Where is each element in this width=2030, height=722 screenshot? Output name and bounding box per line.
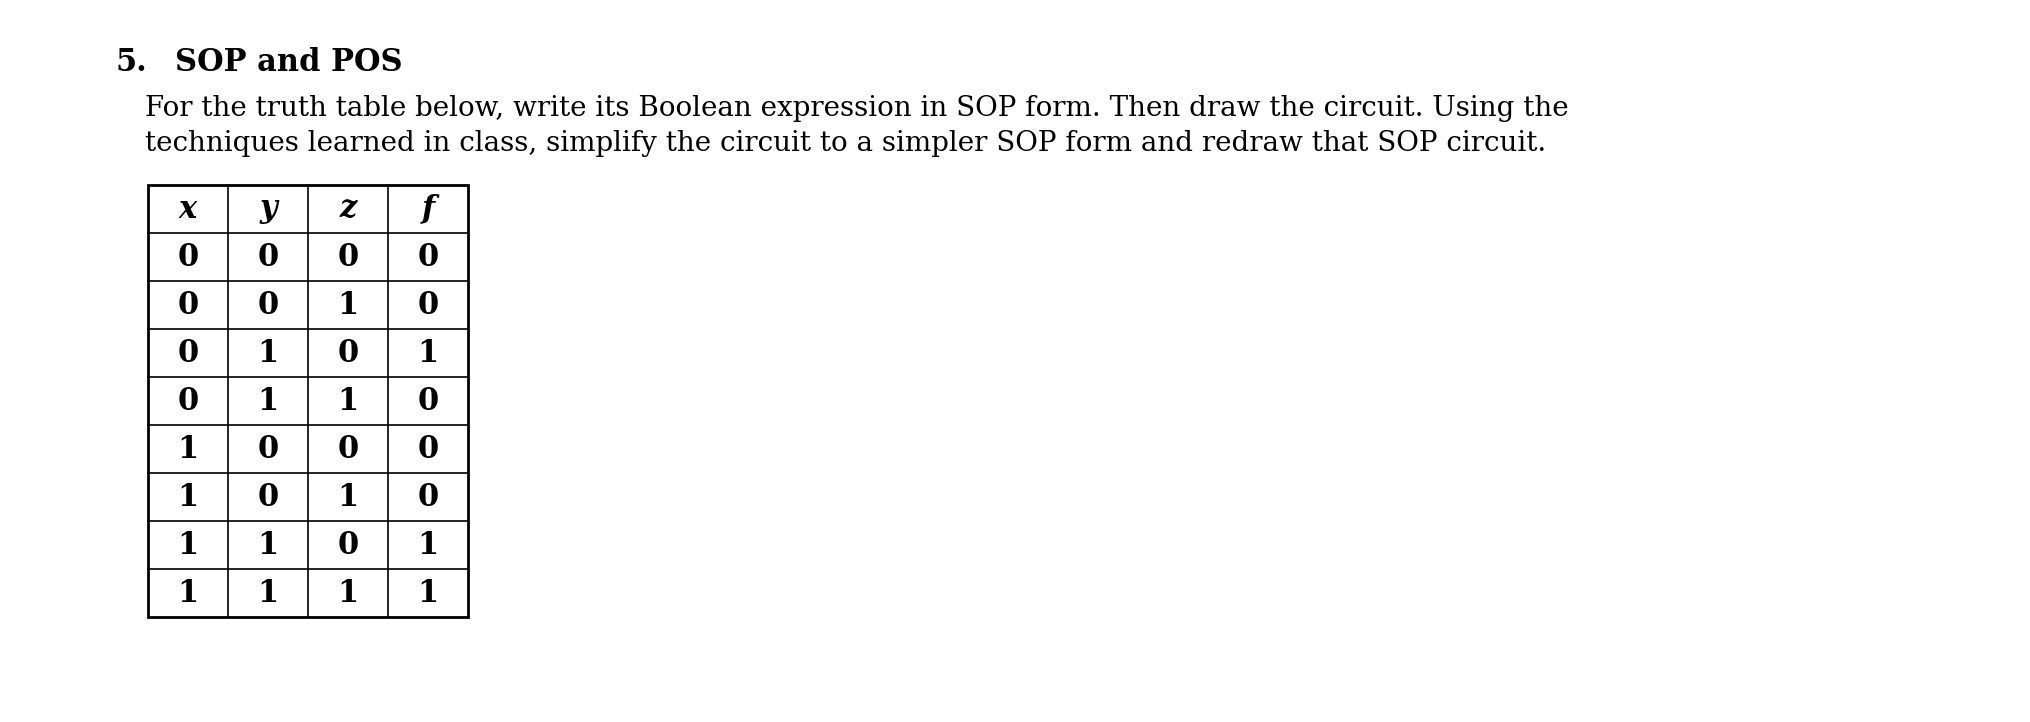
- Text: 1: 1: [337, 290, 359, 321]
- Text: 0: 0: [258, 482, 278, 513]
- Text: 5.: 5.: [116, 47, 146, 78]
- Text: 0: 0: [177, 386, 199, 417]
- Text: 1: 1: [337, 386, 359, 417]
- Text: 1: 1: [258, 386, 278, 417]
- Text: 1: 1: [258, 337, 278, 368]
- Text: 1: 1: [177, 482, 199, 513]
- Text: 1: 1: [337, 482, 359, 513]
- Text: 1: 1: [418, 337, 438, 368]
- Text: 1: 1: [177, 529, 199, 560]
- Text: 0: 0: [177, 290, 199, 321]
- Text: 0: 0: [258, 241, 278, 272]
- Text: 0: 0: [337, 529, 359, 560]
- Text: y: y: [260, 193, 276, 225]
- Text: 0: 0: [418, 386, 438, 417]
- Text: z: z: [339, 193, 357, 225]
- Text: 0: 0: [418, 241, 438, 272]
- Text: techniques learned in class, simplify the circuit to a simpler SOP form and redr: techniques learned in class, simplify th…: [144, 130, 1545, 157]
- Text: 0: 0: [258, 290, 278, 321]
- Text: 0: 0: [418, 482, 438, 513]
- Text: 0: 0: [258, 433, 278, 464]
- Text: 1: 1: [418, 529, 438, 560]
- Text: 0: 0: [177, 241, 199, 272]
- Text: 1: 1: [177, 433, 199, 464]
- Text: x: x: [179, 193, 197, 225]
- Text: 1: 1: [258, 529, 278, 560]
- Text: 0: 0: [337, 433, 359, 464]
- Text: f: f: [422, 193, 434, 225]
- Text: 0: 0: [337, 337, 359, 368]
- Text: SOP and POS: SOP and POS: [175, 47, 402, 78]
- Bar: [148, 185, 467, 617]
- Text: 0: 0: [337, 241, 359, 272]
- Text: 0: 0: [418, 290, 438, 321]
- Text: 0: 0: [418, 433, 438, 464]
- Text: 1: 1: [418, 578, 438, 609]
- Text: 1: 1: [177, 578, 199, 609]
- Text: 1: 1: [258, 578, 278, 609]
- Text: 1: 1: [337, 578, 359, 609]
- Text: For the truth table below, write its Boolean expression in SOP form. Then draw t: For the truth table below, write its Boo…: [144, 95, 1567, 122]
- Text: 0: 0: [177, 337, 199, 368]
